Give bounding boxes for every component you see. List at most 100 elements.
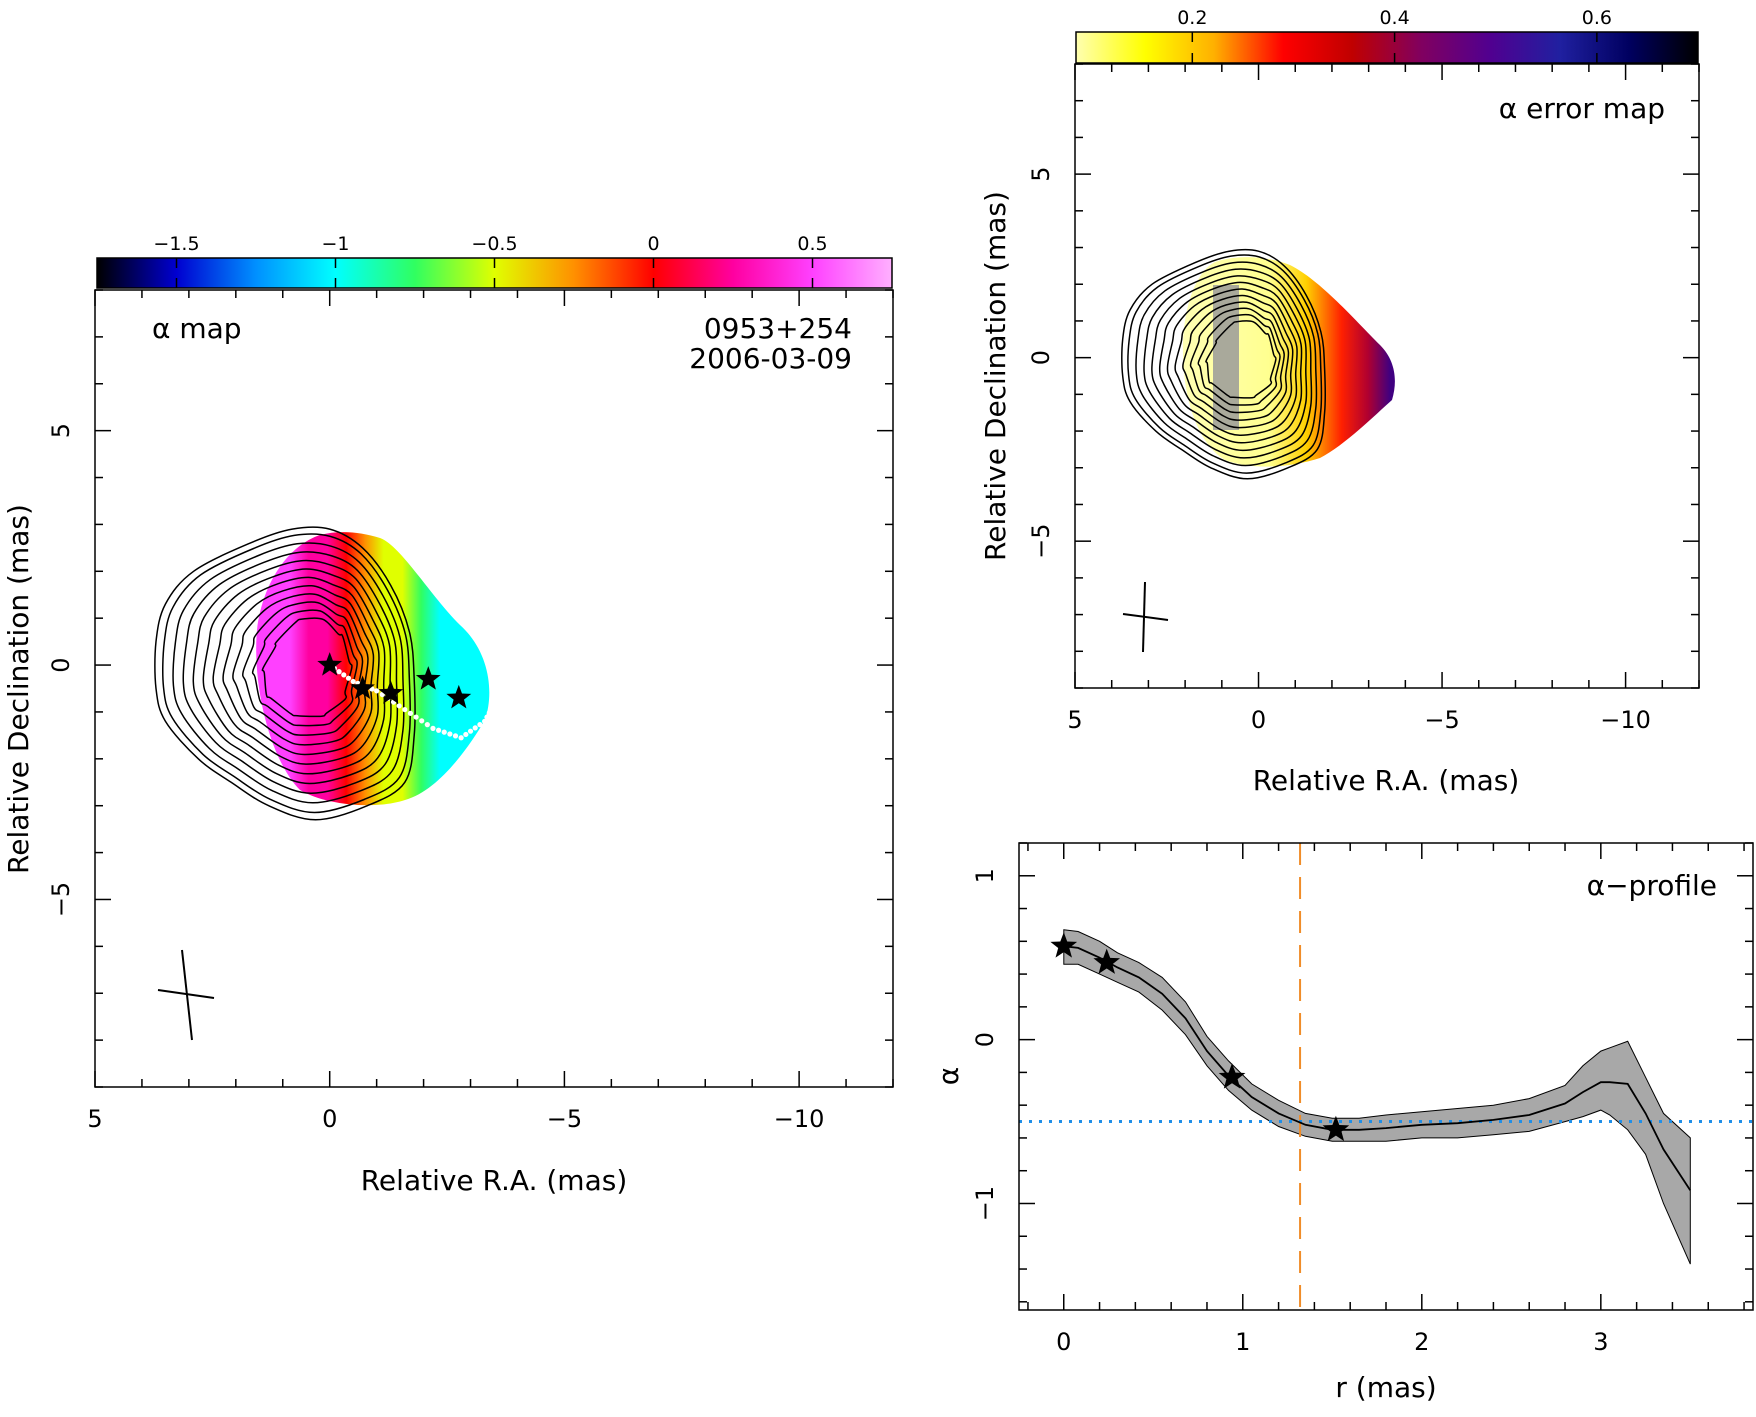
contour-line — [1166, 288, 1298, 436]
ridge-dot — [424, 721, 430, 728]
ridge-star-marker — [415, 666, 441, 690]
profile-star-marker — [1050, 932, 1078, 958]
x-tick-label: 2 — [1414, 1328, 1429, 1356]
alpha-colorbar-ticks: −1.5 −1 −0.5 0 0.5 — [153, 233, 828, 288]
contour-line — [1182, 301, 1290, 421]
x-tick-label: 3 — [1593, 1328, 1608, 1356]
ridge-dot — [350, 678, 356, 685]
alpha-profile-y-axis-label: α — [932, 1067, 965, 1085]
x-tick-label: 0 — [1251, 706, 1266, 734]
alpha-profile-markers — [1050, 932, 1350, 1142]
alpha-map-contours — [154, 526, 416, 821]
y-tick-label: 0 — [1027, 350, 1055, 365]
contour-line — [251, 609, 358, 727]
colorbar-tick-label: 0.5 — [797, 233, 827, 255]
contour-line — [1205, 320, 1277, 399]
y-tick-label: 0 — [971, 1032, 999, 1047]
colorbar-tick-label: −1.5 — [153, 233, 199, 255]
alpha-profile-title: α−profile — [1587, 869, 1717, 902]
contour-line — [1127, 254, 1323, 474]
x-tick-label: −5 — [1424, 706, 1459, 734]
contour-line — [1135, 261, 1318, 467]
alpha-map-title: α map — [152, 312, 242, 345]
y-tick-label: 5 — [1027, 166, 1055, 181]
contour-line — [242, 601, 364, 736]
alpha-map-y-axis-label: Relative Declination (mas) — [2, 504, 35, 874]
error-map-x-axis-label: Relative R.A. (mas) — [1253, 764, 1520, 797]
error-map-title: α error map — [1499, 92, 1665, 125]
contour-line — [1158, 281, 1303, 444]
ridge-star-marker — [378, 680, 404, 704]
colorbar-tick-label: 0.4 — [1379, 7, 1409, 29]
x-tick-label: −5 — [547, 1105, 582, 1133]
x-tick-label: 5 — [1067, 706, 1082, 734]
ridge-dot — [407, 710, 414, 716]
alpha-map-source-name: 0953+254 — [704, 312, 852, 345]
profile-star-marker — [1093, 948, 1120, 974]
profile-star-marker — [1218, 1063, 1246, 1089]
x-tick-label: 0 — [1056, 1328, 1071, 1356]
contour-line — [1189, 307, 1285, 414]
error-colorbar-ticks: 0.2 0.4 0.6 — [1177, 7, 1612, 63]
ridge-dot — [341, 672, 347, 678]
contour-line — [162, 533, 412, 814]
ridge-dot — [374, 688, 380, 694]
ridge-dot — [436, 727, 442, 733]
contour-line — [1143, 268, 1313, 459]
alpha-profile-panel: 0 1 2 3 1 0 −1 α−profile r (mas) α — [932, 842, 1754, 1404]
alpha-map-panel: −1.5 −1 −0.5 0 0.5 5 0 −5 −10 5 0 −5 α map 0953+25… — [2, 233, 894, 1197]
y-tick-label: −5 — [1027, 523, 1055, 558]
x-tick-label: 1 — [1235, 1328, 1250, 1356]
alpha-error-map-panel: 0.2 0.4 0.6 5 0 −5 −10 5 0 −5 α error map Relati… — [979, 7, 1700, 797]
ridge-dot — [491, 701, 497, 708]
alpha-map-date: 2006-03-09 — [689, 342, 852, 375]
colorbar-tick-label: −1 — [321, 233, 349, 255]
error-map-axis-ticks: 5 0 −5 −10 5 0 −5 — [1027, 63, 1700, 734]
ridge-star-marker — [350, 675, 375, 699]
contour-line — [212, 576, 380, 765]
contour-line — [202, 568, 386, 775]
ridge-dot — [484, 714, 490, 720]
contour-line — [232, 593, 369, 746]
ridge-dot — [336, 669, 342, 675]
colorbar-tick-label: 0.2 — [1177, 7, 1207, 29]
alpha-map-frame — [94, 289, 894, 1088]
contour-line — [172, 542, 405, 804]
x-tick-label: 5 — [87, 1105, 102, 1133]
alpha-map-x-axis-label: Relative R.A. (mas) — [361, 1164, 628, 1197]
ridge-dot — [413, 714, 419, 720]
colorbar-tick-label: −0.5 — [471, 233, 517, 255]
error-map-contours — [1121, 248, 1327, 480]
ridge-star-marker — [317, 652, 343, 676]
x-tick-label: −10 — [774, 1105, 825, 1133]
ridge-dot — [396, 703, 402, 709]
ridge-dot — [477, 721, 483, 728]
alpha-profile-line — [1063, 945, 1692, 1191]
alpha-map-image — [154, 526, 497, 821]
ridge-dot — [489, 706, 495, 712]
contour-line — [1151, 275, 1308, 452]
error-map-grey-strip — [1213, 285, 1239, 430]
y-tick-label: 0 — [47, 657, 75, 672]
ridge-dot — [472, 725, 478, 731]
ridge-dot — [452, 733, 459, 739]
ridge-dot — [463, 731, 469, 738]
colorbar-tick-label: 0 — [647, 233, 659, 255]
ridge-dot — [345, 675, 352, 681]
y-tick-label: 5 — [47, 423, 75, 438]
contour-line — [222, 584, 375, 756]
y-tick-label: −1 — [971, 1186, 999, 1221]
contour-line — [1121, 248, 1327, 480]
alpha-map-axis-ticks: 5 0 −5 −10 5 0 −5 — [47, 289, 894, 1133]
error-map-y-axis-label: Relative Declination (mas) — [979, 191, 1012, 561]
error-colorbar — [1075, 31, 1699, 64]
ridge-dot — [430, 725, 436, 731]
ridge-dot — [482, 718, 488, 724]
contour-line — [1174, 294, 1294, 429]
alpha-map-beam — [157, 949, 215, 1041]
error-map-frame — [1074, 63, 1700, 689]
alpha-profile-x-axis-label: r (mas) — [1335, 1371, 1436, 1404]
contour-line — [261, 617, 353, 718]
ridge-dot — [458, 735, 464, 741]
